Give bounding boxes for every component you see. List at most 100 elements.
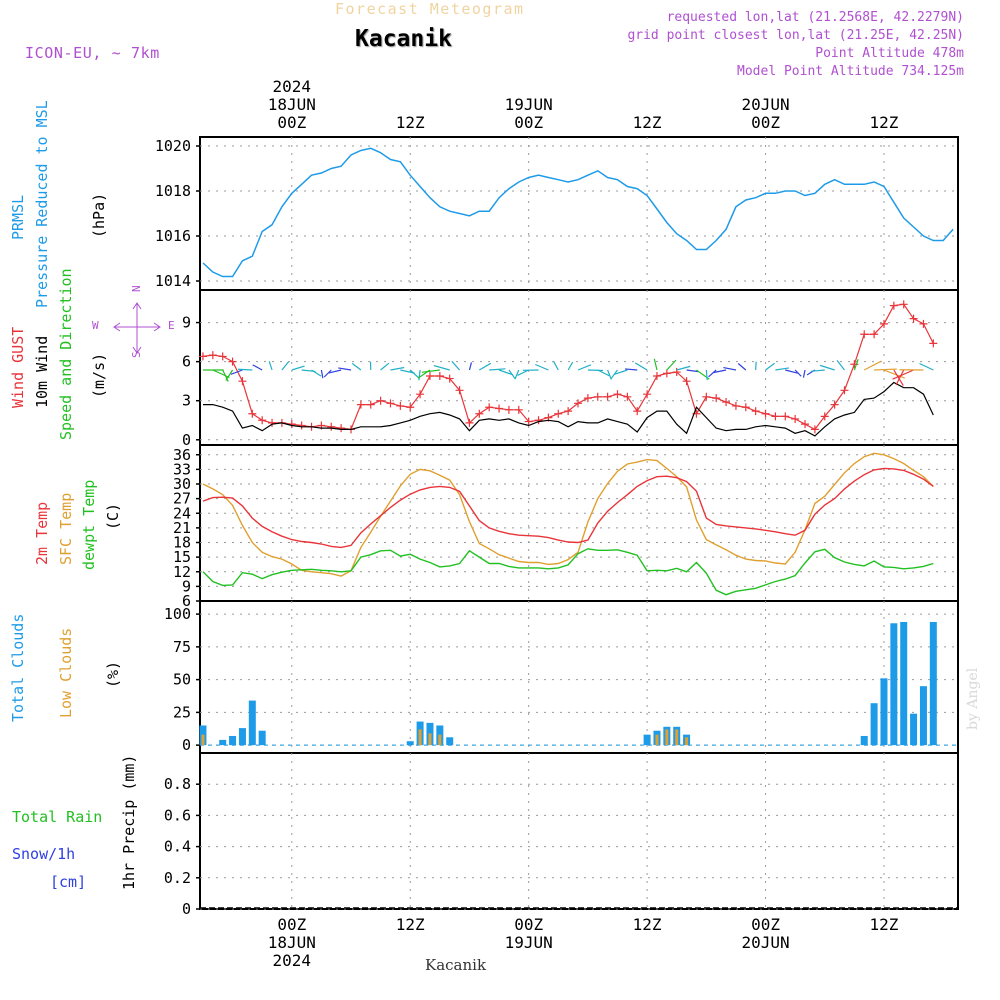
wind-direction-arrow bbox=[785, 369, 798, 374]
wind-direction-arrow bbox=[451, 360, 461, 371]
wind-direction-arrow bbox=[498, 369, 514, 376]
gust-point bbox=[356, 400, 365, 409]
gust-point bbox=[238, 377, 247, 386]
wind-direction-arrow bbox=[874, 368, 897, 371]
temperature-ytick-label: 24 bbox=[173, 504, 191, 522]
wind-direction-arrow bbox=[212, 369, 230, 379]
wind-direction-arrow bbox=[418, 369, 421, 381]
total-clouds-bar bbox=[238, 728, 246, 746]
wind-direction-arrow bbox=[713, 369, 727, 374]
gust-point bbox=[218, 352, 227, 361]
compass-east: E bbox=[168, 319, 175, 332]
wind-direction-arrow bbox=[614, 369, 628, 375]
wind-direction-arrow bbox=[794, 369, 802, 377]
temperature-ytick-label: 18 bbox=[173, 534, 191, 552]
wind-direction-arrow bbox=[836, 360, 845, 371]
gust-point bbox=[495, 404, 504, 413]
total-clouds-bar bbox=[229, 735, 237, 746]
wind-speed-line bbox=[203, 381, 934, 437]
wind-direction-arrow bbox=[222, 369, 229, 382]
low-clouds-bar bbox=[438, 734, 442, 746]
gust-point bbox=[791, 414, 800, 423]
gust-point bbox=[840, 386, 849, 395]
total-clouds-bar bbox=[900, 621, 908, 746]
wind-direction-arrow bbox=[252, 364, 263, 371]
gust-point bbox=[465, 418, 474, 427]
total-clouds-bar bbox=[406, 741, 414, 746]
gust-point bbox=[366, 400, 375, 409]
time-label-top: 2024 bbox=[273, 77, 312, 96]
wind-direction-arrow bbox=[380, 362, 390, 371]
time-label-top: 00Z bbox=[514, 113, 543, 132]
gust-point bbox=[603, 392, 612, 401]
wind-direction-arrow bbox=[225, 369, 234, 381]
wind-ytick-label: 3 bbox=[182, 392, 191, 410]
gust-point bbox=[435, 371, 444, 380]
gust-point bbox=[751, 407, 760, 416]
chart-subtitle: Forecast Meteogram bbox=[335, 0, 525, 18]
temperature-panel-frame bbox=[199, 444, 959, 602]
gust-point bbox=[554, 409, 563, 418]
low-clouds-bar bbox=[665, 729, 669, 746]
wind-direction-arrow bbox=[409, 369, 420, 379]
temperature-ytick-label: 33 bbox=[173, 460, 191, 478]
wind-direction-arrow bbox=[610, 369, 618, 379]
gust-point bbox=[485, 403, 494, 412]
total-clouds-bar bbox=[870, 703, 878, 746]
wind-direction-arrow bbox=[433, 364, 450, 371]
time-label-bottom: 18JUN bbox=[268, 933, 316, 952]
gust-point bbox=[593, 392, 602, 401]
gust-point bbox=[268, 418, 277, 427]
time-label-top: 18JUN bbox=[268, 95, 316, 114]
wind-direction-arrow bbox=[323, 369, 332, 378]
gust-point bbox=[929, 339, 938, 348]
total-clouds-bar bbox=[258, 730, 266, 746]
clouds-ytick-label: 0 bbox=[182, 736, 191, 754]
gust-point bbox=[613, 390, 622, 399]
gust-point bbox=[870, 330, 879, 339]
wind-direction-arrow bbox=[291, 365, 305, 371]
temperature-ytick-label: 30 bbox=[173, 475, 191, 493]
wind-direction-arrow bbox=[320, 369, 324, 379]
wind-direction-arrow bbox=[895, 369, 905, 386]
grid-point-coordinates: grid point closest lon,lat (21.25E, 42.2… bbox=[627, 28, 964, 43]
wind-direction-arrow bbox=[765, 362, 775, 371]
pressure-panel-frame bbox=[199, 136, 959, 291]
total-clouds-bar bbox=[919, 686, 927, 746]
gust-point bbox=[396, 401, 405, 410]
temperature-ytick-label: 36 bbox=[173, 446, 191, 464]
wind-ytick-label: 9 bbox=[182, 314, 191, 332]
precip-ytick-label: 0 bbox=[182, 900, 191, 918]
gust-point bbox=[258, 416, 267, 425]
wind-direction-arrow bbox=[686, 369, 699, 373]
clouds-ytick-label: 50 bbox=[173, 671, 191, 689]
wind-direction-arrow bbox=[775, 367, 790, 371]
gust-point bbox=[633, 407, 642, 416]
total-clouds-bar bbox=[219, 739, 227, 746]
temperature-ytick-label: 15 bbox=[173, 548, 191, 566]
gust-point bbox=[889, 301, 898, 310]
gust-point bbox=[771, 412, 780, 421]
wind-direction-arrow bbox=[676, 365, 691, 371]
gust-point bbox=[623, 392, 632, 401]
wind-direction-arrow bbox=[468, 362, 473, 371]
gust-point bbox=[583, 394, 592, 403]
wind-direction-arrow bbox=[517, 369, 529, 376]
point-altitude: Point Altitude 478m bbox=[815, 46, 964, 61]
gust-point bbox=[810, 425, 819, 434]
gust-point bbox=[662, 369, 671, 378]
wind-direction-arrow bbox=[607, 369, 612, 380]
gust-point bbox=[406, 403, 415, 412]
time-label-bottom: 00Z bbox=[277, 915, 306, 934]
clouds-ytick-label: 25 bbox=[173, 703, 191, 721]
clouds-panel-frame bbox=[199, 600, 959, 754]
temp-2m-line bbox=[202, 467, 934, 549]
pressure-ytick-label: 1020 bbox=[155, 137, 191, 155]
total-clouds-bar bbox=[643, 734, 651, 746]
time-label-top: 12Z bbox=[396, 113, 425, 132]
precip-ytick-label: 0.8 bbox=[164, 775, 191, 793]
time-label-top: 12Z bbox=[633, 113, 662, 132]
gust-point bbox=[830, 400, 839, 409]
